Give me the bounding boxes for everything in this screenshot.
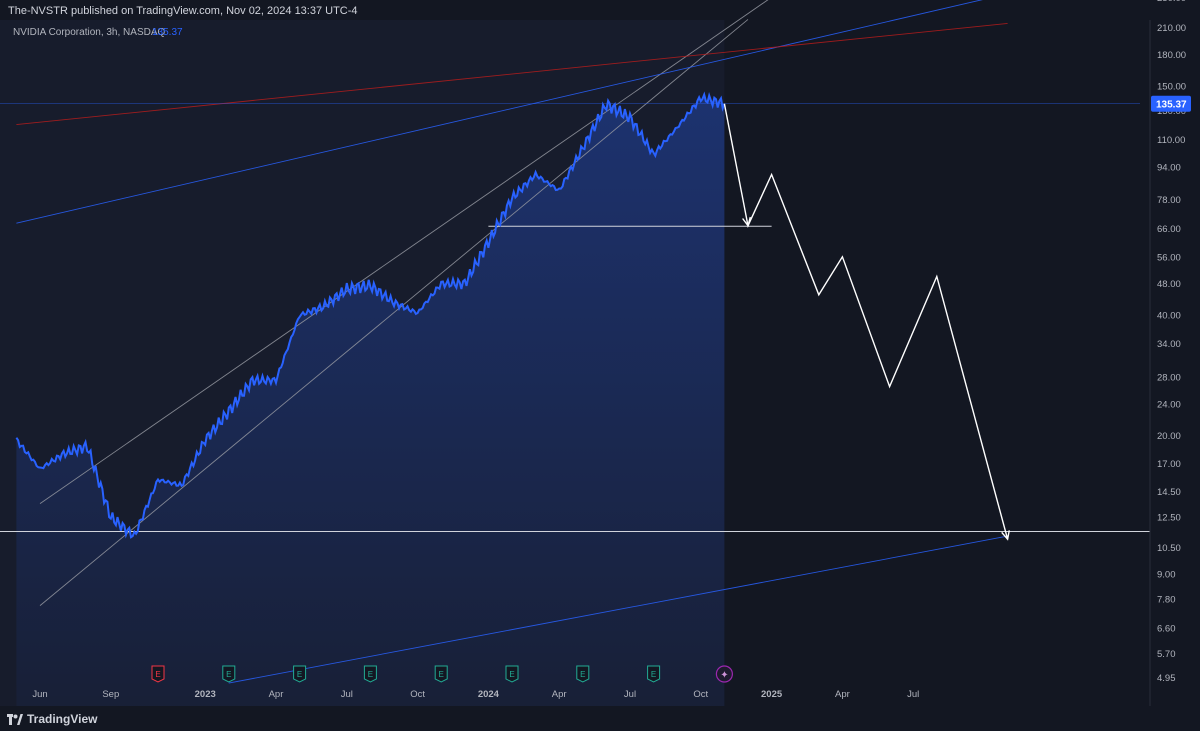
price-tick-label: 20.00 (1157, 431, 1181, 442)
price-tick-label: 9.00 (1157, 570, 1176, 581)
publish-header: The-NVSTR published on TradingView.com, … (0, 0, 1200, 20)
legend-last-price: 135.37 (152, 27, 183, 38)
events-layer: E E E E E E E E ✦ (151, 665, 734, 683)
area-fill-layer (0, 20, 725, 707)
price-tick-label: 130.00 (1157, 106, 1186, 117)
price-line-layer (15, 91, 726, 539)
earnings-marker-label: E (580, 670, 585, 679)
tradingview-logo[interactable]: TradingView (7, 712, 97, 726)
time-tick-label: Apr (269, 689, 284, 700)
price-line (15, 91, 726, 539)
earnings-marker-icon (151, 665, 165, 683)
price-tick-label: 210.00 (1157, 23, 1186, 34)
time-tick-label: 2024 (478, 689, 500, 700)
earnings-marker-icon (434, 665, 448, 683)
projection-arrow-final (1001, 530, 1010, 541)
earnings-marker-icon (576, 665, 590, 683)
earnings-marker-icon (222, 665, 236, 683)
price-tick-label: 110.00 (1157, 135, 1185, 146)
earnings-marker-label: E (439, 670, 444, 679)
time-tick-label: 2025 (761, 689, 783, 700)
projection-path (723, 103, 1009, 540)
price-tick-label: 150.00 (1157, 81, 1186, 92)
time-tick-label: Oct (410, 689, 425, 700)
earnings-marker-icon (293, 665, 307, 683)
earnings-marker-label: E (651, 670, 656, 679)
time-tick-label: Apr (835, 689, 850, 700)
projection-layer (723, 103, 1010, 541)
earnings-marker-label: E (509, 670, 514, 679)
price-tick-label: 6.60 (1157, 623, 1176, 634)
price-tick-label: 4.95 (1157, 673, 1176, 684)
price-tick-label: 34.00 (1157, 339, 1181, 350)
time-tick-label: Apr (552, 689, 567, 700)
price-tick-label: 17.00 (1157, 459, 1181, 470)
time-tick-label: Oct (693, 689, 708, 700)
time-tick-label: Jul (907, 689, 919, 700)
earnings-marker-label: E (297, 670, 302, 679)
price-tick-label: 66.00 (1157, 224, 1181, 235)
price-tick-label: 28.00 (1157, 373, 1181, 384)
time-tick-label: Jul (341, 689, 353, 700)
price-tick-label: 5.70 (1157, 649, 1176, 660)
projection-arrow-first (742, 216, 751, 228)
axes-layer: 250.00 210.00 180.00 150.00 130.00 110.00 94.0… (32, 0, 1191, 706)
price-tick-label: 40.00 (1157, 311, 1181, 322)
event-marker-icon (715, 665, 734, 683)
earnings-marker-icon (505, 665, 519, 683)
price-tick-label: 14.50 (1157, 487, 1181, 498)
earnings-marker-label: E (226, 670, 231, 679)
price-tick-label: 7.80 (1157, 594, 1176, 605)
channel-upper-line (39, 0, 769, 505)
price-tick-label: 180.00 (1157, 50, 1186, 61)
long-channel-blue-line (16, 0, 983, 224)
time-tick-label: Jun (32, 689, 47, 700)
last-price-badge-label: 135.37 (1156, 100, 1187, 111)
last-price-badge (1151, 95, 1191, 112)
published-line: The-NVSTR published on TradingView.com, … (8, 5, 358, 17)
price-tick-label: 10.50 (1157, 543, 1181, 554)
area-fill (16, 94, 725, 707)
long-channel-bottom-line (228, 535, 1008, 684)
legend-symbol: NVIDIA Corporation, 3h, NASDAQ (13, 27, 166, 38)
earnings-marker-label: E (155, 670, 160, 679)
earnings-marker-label: E (368, 670, 373, 679)
time-tick-label: Jul (624, 689, 636, 700)
price-tick-label: 24.00 (1157, 399, 1181, 410)
price-tick-label: 94.00 (1157, 162, 1181, 173)
time-tick-label: 2023 (195, 689, 216, 700)
price-tick-label: 56.00 (1157, 252, 1181, 263)
earnings-marker-icon (363, 665, 377, 683)
earnings-marker-icon (647, 665, 661, 683)
price-tick-label: 48.00 (1157, 279, 1181, 290)
price-tick-label: 250.00 (1157, 0, 1186, 4)
price-tick-label: 78.00 (1157, 195, 1181, 206)
footer: TradingView (0, 707, 1200, 731)
brand-name: TradingView (27, 712, 98, 726)
price-tick-label: 12.50 (1157, 513, 1181, 524)
tradingview-icon (7, 713, 23, 725)
long-channel-red-line (16, 22, 1008, 126)
time-tick-label: Sep (102, 689, 119, 700)
event-marker-label: ✦ (720, 670, 728, 681)
